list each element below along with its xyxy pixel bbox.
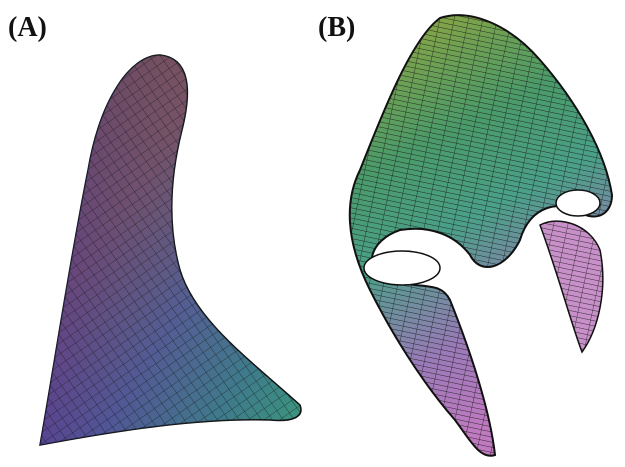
panel-label: (B) — [318, 12, 355, 43]
surface-b — [350, 15, 612, 456]
figure: (A) (B) — [0, 0, 625, 467]
surface-a — [40, 55, 301, 445]
panel-label: (A) — [8, 12, 47, 43]
